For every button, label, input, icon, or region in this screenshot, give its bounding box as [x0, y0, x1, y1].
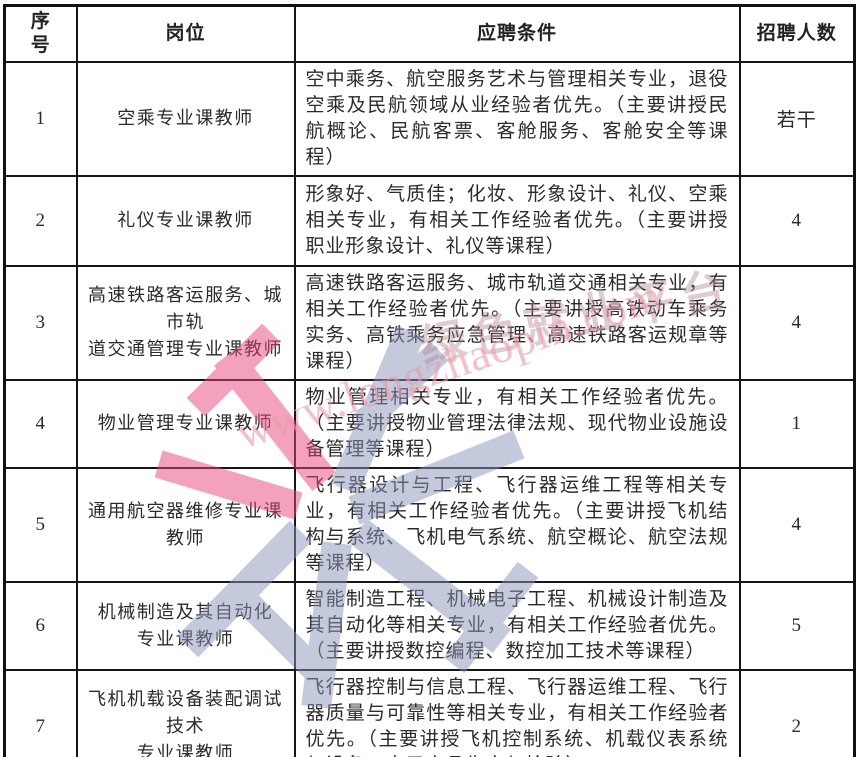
table-sheet: 序 号 岗位 应聘条件 招聘人数 1 空乘专业课教师 空中乘务、航空服务艺术与管…: [3, 4, 856, 757]
cell-position: 礼仪专业课教师: [75, 174, 296, 267]
cell-serial-number: 4: [3, 378, 78, 469]
cell-headcount: 2: [738, 668, 856, 757]
table-row: 6 机械制造及其自动化 专业课教师 智能制造工程、机械电子工程、机械设计制造及其…: [3, 580, 856, 671]
cell-position: 物业管理专业课教师: [75, 378, 296, 469]
cell-headcount: 5: [738, 580, 856, 671]
cell-position: 通用航空器维修专业课教师: [75, 466, 296, 583]
cell-serial-number: 6: [3, 580, 78, 671]
header-headcount: 招聘人数: [738, 4, 856, 63]
header-requirements: 应聘条件: [293, 4, 741, 63]
cell-requirements: 空中乘务、航空服务艺术与管理相关专业，退役空乘及民航领域从业经验者优先。（主要讲…: [293, 60, 741, 177]
table-row: 3 高速铁路客运服务、城市轨 道交通管理专业课教师 高速铁路客运服务、城市轨道交…: [3, 264, 856, 381]
header-position: 岗位: [75, 4, 296, 63]
cell-requirements: 飞行器控制与信息工程、飞行器运维工程、飞行器质量与可靠性等相关专业，有相关工作经…: [293, 668, 741, 757]
cell-headcount: 1: [738, 378, 856, 469]
table-row: 1 空乘专业课教师 空中乘务、航空服务艺术与管理相关专业，退役空乘及民航领域从业…: [3, 60, 856, 177]
table-row: 7 飞机机载设备装配调试技术 专业课教师 飞行器控制与信息工程、飞行器运维工程、…: [3, 668, 856, 757]
table-header-row: 序 号 岗位 应聘条件 招聘人数: [3, 4, 856, 63]
cell-headcount: 4: [738, 174, 856, 267]
cell-headcount: 4: [738, 264, 856, 381]
cell-serial-number: 7: [3, 668, 78, 757]
cell-requirements: 物业管理相关专业，有相关工作经验者优先。（主要讲授物业管理法律法规、现代物业设施…: [293, 378, 741, 469]
cell-serial-number: 1: [3, 60, 78, 177]
cell-headcount: 4: [738, 466, 856, 583]
table-row: 5 通用航空器维修专业课教师 飞行器设计与工程、飞行器运维工程等相关专业，有相关…: [3, 466, 856, 583]
cell-requirements: 飞行器设计与工程、飞行器运维工程等相关专业，有相关工作经验者优先。（主要讲授飞机…: [293, 466, 741, 583]
cell-serial-number: 3: [3, 264, 78, 381]
cell-position: 飞机机载设备装配调试技术 专业课教师: [75, 668, 296, 757]
table-row: 2 礼仪专业课教师 形象好、气质佳；化妆、形象设计、礼仪、空乘相关专业，有相关工…: [3, 174, 856, 267]
cell-headcount: 若干: [738, 60, 856, 177]
positions-table: 序 号 岗位 应聘条件 招聘人数 1 空乘专业课教师 空中乘务、航空服务艺术与管…: [3, 4, 856, 757]
cell-requirements: 智能制造工程、机械电子工程、机械设计制造及其自动化等相关专业，有相关工作经验者优…: [293, 580, 741, 671]
header-serial-number: 序 号: [3, 4, 78, 63]
cell-position: 空乘专业课教师: [75, 60, 296, 177]
cell-position: 高速铁路客运服务、城市轨 道交通管理专业课教师: [75, 264, 296, 381]
table-row: 4 物业管理专业课教师 物业管理相关专业，有相关工作经验者优先。（主要讲授物业管…: [3, 378, 856, 469]
cell-serial-number: 5: [3, 466, 78, 583]
cell-serial-number: 2: [3, 174, 78, 267]
cell-requirements: 高速铁路客运服务、城市轨道交通相关专业，有相关工作经验者优先。（主要讲授高铁动车…: [293, 264, 741, 381]
cell-position: 机械制造及其自动化 专业课教师: [75, 580, 296, 671]
cell-requirements: 形象好、气质佳；化妆、形象设计、礼仪、空乘相关专业，有相关工作经验者优先。（主要…: [293, 174, 741, 267]
